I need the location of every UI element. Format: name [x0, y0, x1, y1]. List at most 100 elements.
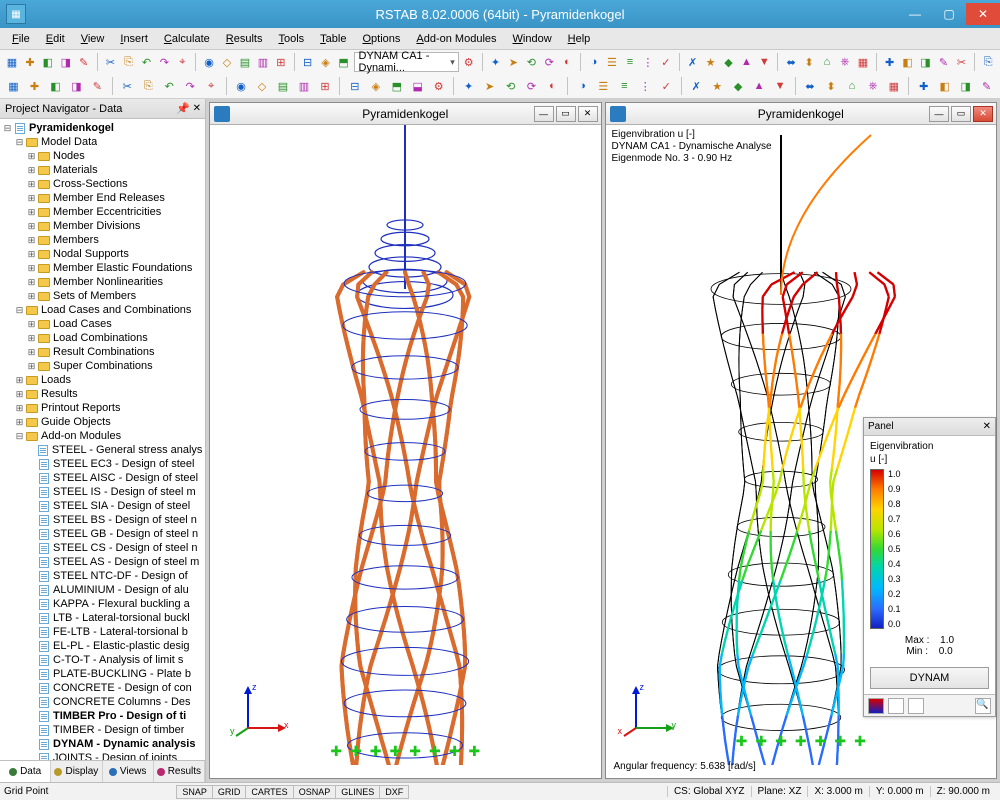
- toolbar-button[interactable]: ✦: [487, 52, 503, 72]
- tree-node[interactable]: ⊞Results: [2, 387, 203, 401]
- panel-header[interactable]: Panel ✕: [864, 418, 995, 436]
- toolbar-button[interactable]: ▲: [750, 76, 769, 96]
- tree-node[interactable]: CONCRETE - Design of con: [2, 681, 203, 695]
- toolbar-button[interactable]: ⬌: [800, 76, 819, 96]
- navigator-tab-results[interactable]: Results: [154, 761, 205, 782]
- toolbar-button[interactable]: ◨: [956, 76, 975, 96]
- toolbar-button[interactable]: ↶: [160, 76, 179, 96]
- toolbar-button[interactable]: ◆: [729, 76, 748, 96]
- tree-node[interactable]: KAPPA - Flexural buckling a: [2, 597, 203, 611]
- toolbar-button[interactable]: ⊞: [315, 76, 334, 96]
- menu-file[interactable]: File: [4, 31, 38, 47]
- tree-node[interactable]: EL-PL - Elastic-plastic desig: [2, 639, 203, 653]
- loadcase-combo[interactable]: DYNAM CA1 - Dynami...: [354, 52, 459, 72]
- panel-mode-icon[interactable]: [888, 698, 904, 714]
- tree-node[interactable]: ⊞Printout Reports: [2, 401, 203, 415]
- navigator-tab-display[interactable]: Display: [51, 761, 102, 782]
- tree-node[interactable]: ⊞Member Nonlinearities: [2, 275, 203, 289]
- panel-mode-icon[interactable]: [868, 698, 884, 714]
- toolbar-button[interactable]: ◇: [253, 76, 272, 96]
- navigator-tree[interactable]: ⊟Pyramidenkogel⊟Model Data⊞Nodes⊞Materia…: [0, 119, 205, 760]
- toolbar-button[interactable]: ✂: [103, 52, 119, 72]
- tree-node[interactable]: ⊞Member Divisions: [2, 219, 203, 233]
- toolbar-button[interactable]: ✓: [658, 52, 674, 72]
- toolbar-button[interactable]: ✚: [914, 76, 933, 96]
- toolbar-button[interactable]: ✂: [118, 76, 137, 96]
- navigator-close-icon[interactable]: ✕: [193, 103, 201, 114]
- menu-options[interactable]: Options: [354, 31, 408, 47]
- toolbar-button[interactable]: ⌖: [202, 76, 221, 96]
- toolbar-button[interactable]: ✓: [657, 76, 676, 96]
- toolbar-button[interactable]: ↷: [181, 76, 200, 96]
- toolbar-button[interactable]: ⌖: [174, 52, 190, 72]
- toolbar-button[interactable]: ⎘: [980, 52, 996, 72]
- navigator-pin-icon[interactable]: 📌: [176, 102, 190, 115]
- menu-add-on-modules[interactable]: Add-on Modules: [408, 31, 504, 47]
- toolbar-button[interactable]: ⬌: [783, 52, 799, 72]
- toolbar-button[interactable]: ⚙: [429, 76, 448, 96]
- tree-node[interactable]: ALUMINIUM - Design of alu: [2, 583, 203, 597]
- tree-node[interactable]: TIMBER - Design of timber: [2, 723, 203, 737]
- toolbar-button[interactable]: ▼: [756, 52, 772, 72]
- toolbar-button[interactable]: ▤: [274, 76, 293, 96]
- toolbar-button[interactable]: ▥: [255, 52, 271, 72]
- tree-node[interactable]: ⊞Cross-Sections: [2, 177, 203, 191]
- status-toggle-glines[interactable]: GLINES: [335, 785, 380, 799]
- toolbar-button[interactable]: ◈: [366, 76, 385, 96]
- tree-node[interactable]: ⊞Member End Releases: [2, 191, 203, 205]
- toolbar-button[interactable]: ⬍: [821, 76, 840, 96]
- toolbar-button[interactable]: ◐: [559, 52, 575, 72]
- toolbar-button[interactable]: ⟲: [501, 76, 520, 96]
- toolbar-button[interactable]: ◧: [46, 76, 65, 96]
- view-close-button[interactable]: ✕: [578, 106, 598, 122]
- toolbar-button[interactable]: ◇: [219, 52, 235, 72]
- tree-node[interactable]: STEEL BS - Design of steel n: [2, 513, 203, 527]
- tree-node[interactable]: ⊞Members: [2, 233, 203, 247]
- toolbar-button[interactable]: ☰: [594, 76, 613, 96]
- menu-insert[interactable]: Insert: [112, 31, 156, 47]
- toolbar-button[interactable]: ✎: [76, 52, 92, 72]
- toolbar-button[interactable]: ✗: [685, 52, 701, 72]
- toolbar-button[interactable]: ⊟: [345, 76, 364, 96]
- toolbar-button[interactable]: ★: [703, 52, 719, 72]
- toolbar-button[interactable]: ✂: [953, 52, 969, 72]
- tree-node[interactable]: FE-LTB - Lateral-torsional b: [2, 625, 203, 639]
- toolbar-button[interactable]: ≡: [622, 52, 638, 72]
- tree-node[interactable]: ⊞Materials: [2, 163, 203, 177]
- toolbar-button[interactable]: ◧: [40, 52, 56, 72]
- menu-edit[interactable]: Edit: [38, 31, 73, 47]
- tree-node[interactable]: LTB - Lateral-torsional buckl: [2, 611, 203, 625]
- toolbar-button[interactable]: ⌂: [842, 76, 861, 96]
- view-minimize-button[interactable]: —: [929, 106, 949, 122]
- tree-node[interactable]: DYNAM - Dynamic analysis: [2, 737, 203, 751]
- toolbar-button[interactable]: ▦: [4, 76, 23, 96]
- view-left-canvas[interactable]: z x y ✚✚✚✚✚✚✚✚: [210, 125, 601, 778]
- tree-node[interactable]: ⊞Load Cases: [2, 317, 203, 331]
- navigator-tab-data[interactable]: Data: [0, 761, 51, 782]
- tree-node[interactable]: STEEL AISC - Design of steel: [2, 471, 203, 485]
- window-close-button[interactable]: ✕: [966, 3, 1000, 25]
- navigator-tab-views[interactable]: Views: [103, 761, 154, 782]
- toolbar-button[interactable]: ⎘: [121, 52, 137, 72]
- status-toggle-cartes[interactable]: CARTES: [245, 785, 293, 799]
- toolbar-button[interactable]: ⬓: [408, 76, 427, 96]
- view-maximize-button[interactable]: ▭: [951, 106, 971, 122]
- toolbar-button[interactable]: ⋮: [636, 76, 655, 96]
- tree-node[interactable]: STEEL IS - Design of steel m: [2, 485, 203, 499]
- tree-node[interactable]: ⊞Result Combinations: [2, 345, 203, 359]
- toolbar-button[interactable]: ↶: [138, 52, 154, 72]
- toolbar-button[interactable]: ✎: [88, 76, 107, 96]
- tree-node[interactable]: STEEL NTC-DF - Design of: [2, 569, 203, 583]
- toolbar-button[interactable]: ▥: [294, 76, 313, 96]
- toolbar-button[interactable]: ⋮: [640, 52, 656, 72]
- tree-node[interactable]: STEEL SIA - Design of steel: [2, 499, 203, 513]
- tree-node[interactable]: STEEL CS - Design of steel n: [2, 541, 203, 555]
- toolbar-button[interactable]: ▲: [738, 52, 754, 72]
- toolbar-button[interactable]: ⊟: [300, 52, 316, 72]
- toolbar-button[interactable]: ⬒: [336, 52, 352, 72]
- toolbar-button[interactable]: ◨: [918, 52, 934, 72]
- toolbar-button[interactable]: ◈: [318, 52, 334, 72]
- toolbar-button[interactable]: ✚: [882, 52, 898, 72]
- tree-node[interactable]: TIMBER Pro - Design of ti: [2, 709, 203, 723]
- tree-node[interactable]: ⊟Model Data: [2, 135, 203, 149]
